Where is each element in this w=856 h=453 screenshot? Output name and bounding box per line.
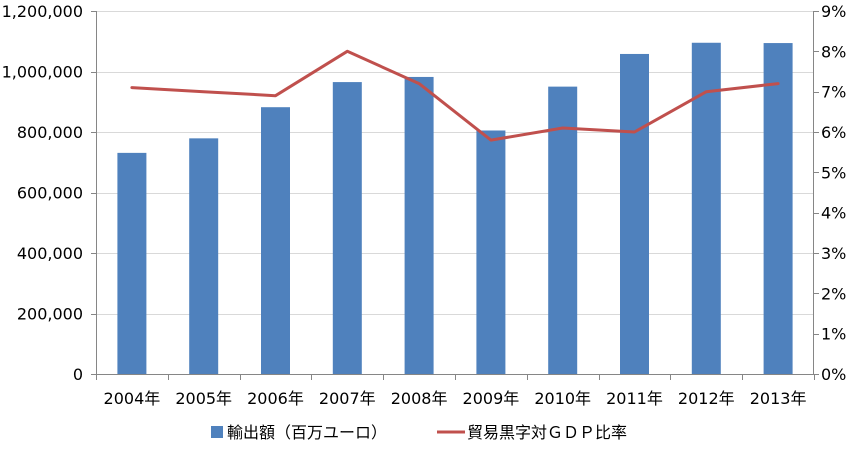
axes [91, 11, 819, 380]
left-axis-tick-label: 800,000 [17, 123, 83, 142]
x-axis-tick-labels: 2004年 2005年 2006年 2007年 2008年 2009年 2010年 2011年… [104, 389, 807, 408]
bar [332, 82, 362, 375]
bar [404, 76, 434, 374]
line-series [130, 49, 780, 142]
right-axis-tick-label: 3% [821, 244, 846, 263]
right-axis-tick-label: 7% [821, 83, 846, 102]
bar [763, 43, 793, 374]
ratio-line [130, 49, 780, 142]
right-axis-tick-label: 5% [821, 163, 846, 182]
left-axis-tick-label: 400,000 [17, 244, 83, 263]
right-axis-tick-labels: 0% 1% 2% 3% 4% 5% 6% 7% 8% 9% [821, 2, 846, 384]
right-axis-tick-label: 0% [821, 365, 846, 384]
bar [189, 138, 219, 374]
legend-label-line: 貿易黒字対ＧＤＰ比率 [467, 423, 627, 442]
left-axis-tick-label: 600,000 [17, 184, 83, 203]
left-axis-tick-label: 200,000 [17, 305, 83, 324]
left-axis-tick-labels: 0 200,000 400,000 600,000 800,000 1,000,000 1,… [2, 2, 83, 384]
left-axis-tick-label: 0 [73, 365, 83, 384]
right-axis-tick-label: 1% [821, 325, 846, 344]
right-axis-tick-label: 6% [821, 123, 846, 142]
legend-label-bar: 輸出額（百万ユーロ） [227, 423, 387, 442]
bar [620, 53, 649, 375]
x-axis-tick-label: 2006年 [247, 389, 304, 408]
x-axis-tick-label: 2004年 [104, 389, 161, 408]
bar [117, 152, 147, 374]
right-axis-tick-label: 2% [821, 284, 846, 303]
x-axis-tick-label: 2005年 [175, 389, 232, 408]
left-axis-tick-label: 1,000,000 [2, 63, 83, 82]
bar [548, 86, 578, 374]
x-axis-tick-label: 2012年 [678, 389, 735, 408]
bar [476, 130, 506, 374]
x-axis-tick-label: 2008年 [391, 389, 448, 408]
x-axis-tick-label: 2007年 [319, 389, 376, 408]
right-axis-tick-label: 9% [821, 2, 846, 21]
legend: 輸出額（百万ユーロ） 貿易黒字対ＧＤＰ比率 [211, 423, 627, 442]
x-axis-tick-label: 2011年 [606, 389, 663, 408]
right-axis-tick-label: 4% [821, 204, 846, 223]
right-axis-tick-label: 8% [821, 42, 846, 61]
bar [261, 107, 290, 374]
legend-swatch-bar [211, 426, 223, 438]
bar-series [117, 42, 793, 375]
x-axis-tick-label: 2013年 [750, 389, 807, 408]
x-axis-tick-label: 2010年 [534, 389, 591, 408]
x-axis-tick-label: 2009年 [463, 389, 520, 408]
left-axis-tick-label: 1,200,000 [2, 2, 83, 21]
